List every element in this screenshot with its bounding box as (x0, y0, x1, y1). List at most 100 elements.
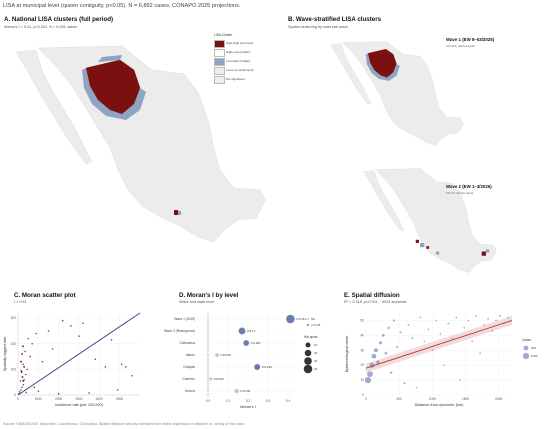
diffusion-point (371, 353, 377, 359)
moran-by-level-chart: 0.0 0.1 0.2 0.3 0.4 Wave 1 (2025) I=0.412 Wave … (164, 313, 321, 409)
panel-a-map (15, 45, 267, 243)
scatter-point (24, 350, 26, 353)
diffusion-point (475, 315, 478, 317)
scatter-point (19, 380, 22, 382)
y-tick-label: 0 (362, 393, 364, 397)
scatter-point (33, 386, 36, 389)
y-tick-label: 200 (11, 342, 17, 346)
cases-legend-label: 1000 (531, 354, 538, 358)
moran-point (254, 364, 261, 370)
panel-a-legend-title: LISA Cluster (214, 33, 233, 37)
size-legend-label: 30 (314, 359, 318, 363)
diffusion-point (471, 340, 474, 343)
y-tick-label: 50 (360, 318, 364, 322)
scatter-point (116, 389, 119, 391)
scatter-point (27, 337, 29, 340)
legend-swatch (214, 49, 225, 57)
size-legend-marker (304, 349, 312, 357)
x-tick-label: 1000 (429, 397, 436, 401)
diffusion-point (415, 386, 418, 389)
value-label: I=0.246 (262, 365, 272, 369)
scatter-point (104, 366, 107, 368)
diffusion-point (411, 337, 414, 340)
diffusion-point (373, 348, 378, 353)
size-legend-marker (305, 342, 311, 348)
hotspot-point (23, 365, 25, 368)
category-label: Wave 2 (Resurgence) (164, 329, 195, 333)
map-lowhigh-ring (82, 68, 146, 120)
panel-a-title: A. National LISA clusters (full period) (4, 16, 114, 23)
diffusion-point (379, 341, 383, 345)
scatter-point (120, 363, 123, 366)
category-label: Chihuahua (180, 341, 196, 345)
x-axis-label: Distance from epicenter (km) (415, 403, 464, 407)
scatter-point (70, 325, 72, 327)
x-tick-label: 2000 (495, 397, 502, 401)
size-legend-label: 20 (314, 351, 318, 355)
x-tick-label: 500 (397, 397, 403, 401)
map-baja (15, 49, 93, 165)
diffusion-point (407, 324, 410, 326)
diffusion-point (483, 324, 485, 326)
map-south-cluster (174, 210, 178, 215)
panel-a-subtitle: Moran's I = 0.41, p<0.001. N = 6,491 cas… (4, 25, 77, 29)
category-label: Jalisco (185, 353, 195, 357)
diffusion-point (384, 351, 388, 355)
sig-legend-marker (307, 318, 309, 320)
diffusion-point (431, 349, 434, 352)
panel-b-subtitle: Spatial clustering by outbreak wave (288, 25, 348, 29)
value-label: I=0.143 (240, 389, 250, 393)
panel-e-subtitle: R² = 0.318, p<0.001, ~4531 km/week (344, 300, 407, 304)
fit-line (17, 312, 141, 396)
map-south-lowhigh (178, 211, 181, 215)
scatter-point (22, 363, 24, 366)
figure-subtitle: LISA at municipal level (queen contiguit… (3, 3, 241, 9)
value-label: I=0.013 (214, 377, 224, 381)
diffusion-point (439, 333, 442, 335)
diffusion-point (443, 364, 446, 367)
scatter-point (21, 386, 23, 389)
diffusion-point (364, 376, 372, 384)
y-axis-label: Spatially lagged rate (3, 337, 7, 371)
scatter-point (88, 392, 90, 394)
panel-d-title: D. Moran's I by level (179, 292, 239, 299)
scatter-point (131, 374, 133, 377)
legend-swatch (214, 67, 225, 75)
scatter-point (37, 390, 40, 392)
cases-legend-marker (522, 352, 530, 360)
value-label: I=0.045 (220, 353, 230, 357)
hotspot-point (20, 360, 22, 363)
value-label: I=0.412 (296, 317, 306, 321)
category-label: Wave 1 (2025) (174, 317, 195, 321)
diffusion-point (447, 322, 450, 325)
panel-c-subtitle: I = 0.41 (14, 300, 27, 304)
diffusion-point (381, 333, 385, 337)
cases-legend-marker (523, 345, 529, 351)
scatter-point (82, 322, 84, 325)
diffusion-point (435, 319, 438, 322)
diffusion-point (403, 382, 406, 385)
moran-point (243, 340, 250, 346)
moran-point (234, 388, 239, 394)
size-legend-marker (304, 357, 312, 365)
x-tick-label: 0.3 (266, 399, 271, 403)
y-tick-label: 30 (360, 348, 364, 352)
diffusion-point (491, 330, 493, 332)
legend-label: Low-Low (Cold spot) (226, 68, 254, 72)
hotspot-point (22, 380, 25, 382)
wave2-map (363, 168, 497, 273)
x-tick-label: 4000 (96, 397, 103, 401)
scatter-point (124, 366, 127, 368)
sig-legend-marker (307, 324, 309, 326)
diffusion-point (387, 326, 390, 330)
value-label: I=0.191 (251, 341, 261, 345)
diffusion-point (455, 316, 458, 319)
wave1-map (330, 41, 464, 146)
diffusion-point (367, 371, 373, 377)
diffusion-point (495, 319, 497, 322)
x-tick-label: 3000 (75, 397, 82, 401)
panel-e-title: E. Spatial diffusion (344, 292, 400, 299)
scatter-point (19, 391, 21, 393)
diffusion-point (499, 315, 501, 317)
diffusion-point (463, 327, 466, 329)
